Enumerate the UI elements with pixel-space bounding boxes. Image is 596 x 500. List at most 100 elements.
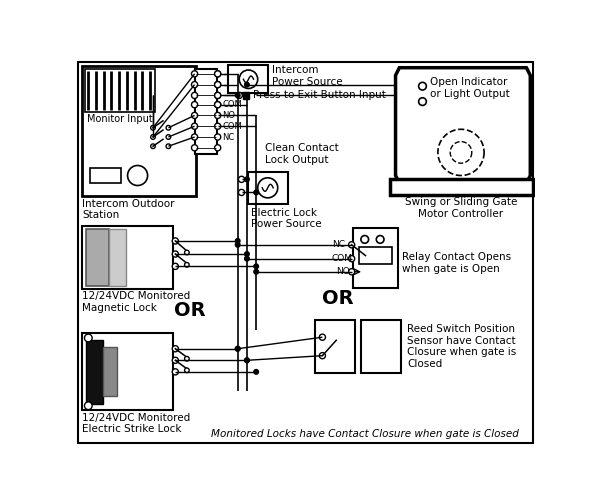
Text: Electric Lock
Power Source: Electric Lock Power Source: [251, 208, 321, 230]
Text: NO: NO: [336, 267, 350, 276]
Bar: [82, 334, 173, 410]
Text: COM: COM: [222, 122, 242, 130]
Circle shape: [215, 102, 221, 107]
Circle shape: [172, 238, 178, 244]
Text: 12/24VDC Monitored
Magnetic Lock: 12/24VDC Monitored Magnetic Lock: [82, 291, 190, 312]
Circle shape: [244, 256, 249, 261]
Circle shape: [235, 346, 240, 351]
Circle shape: [191, 102, 198, 107]
Circle shape: [191, 134, 198, 140]
Circle shape: [361, 236, 368, 244]
Circle shape: [85, 334, 92, 342]
Circle shape: [191, 71, 198, 77]
Text: Intercom
Power Source: Intercom Power Source: [272, 66, 342, 87]
Bar: [109, 228, 126, 285]
Text: NC: NC: [331, 240, 344, 250]
Circle shape: [172, 357, 178, 364]
Bar: [315, 320, 355, 372]
Circle shape: [166, 134, 170, 140]
Circle shape: [215, 102, 221, 107]
Bar: [103, 347, 117, 397]
Circle shape: [236, 92, 243, 98]
Circle shape: [185, 262, 189, 267]
Bar: [90, 168, 120, 183]
Text: Monitor Input: Monitor Input: [87, 114, 153, 124]
Text: Clean Contact
Lock Output: Clean Contact Lock Output: [265, 143, 339, 165]
Bar: [86, 228, 109, 285]
Text: Swing or Sliding Gate
Motor Controller: Swing or Sliding Gate Motor Controller: [405, 197, 517, 218]
Bar: [361, 320, 401, 372]
Circle shape: [185, 368, 189, 372]
Text: OR: OR: [322, 289, 353, 308]
Bar: [415, 74, 523, 114]
Bar: [85, 69, 154, 112]
Circle shape: [238, 176, 244, 182]
Bar: [86, 340, 103, 404]
Bar: [359, 247, 392, 264]
Text: NO: NO: [222, 111, 235, 120]
Text: Monitored Locks have Contact Closure when gate is Closed: Monitored Locks have Contact Closure whe…: [211, 429, 519, 439]
Circle shape: [151, 144, 156, 148]
Circle shape: [244, 82, 249, 87]
Bar: [82, 226, 173, 288]
Text: OR: OR: [174, 300, 206, 320]
Circle shape: [166, 144, 170, 148]
Circle shape: [235, 93, 240, 98]
Circle shape: [185, 356, 189, 361]
Circle shape: [215, 123, 221, 130]
Text: 12/24VDC Monitored
Electric Strike Lock: 12/24VDC Monitored Electric Strike Lock: [82, 412, 190, 434]
Circle shape: [215, 82, 221, 87]
Circle shape: [319, 334, 325, 340]
Circle shape: [128, 166, 148, 186]
Circle shape: [215, 144, 221, 151]
Bar: [248, 172, 288, 204]
Circle shape: [244, 358, 249, 362]
Circle shape: [254, 270, 259, 274]
Bar: [243, 92, 249, 98]
Bar: [390, 180, 533, 194]
Text: Reed Switch Position
Sensor have Contact
Closure when gate is
Closed: Reed Switch Position Sensor have Contact…: [407, 324, 516, 369]
Circle shape: [191, 82, 198, 87]
Text: NC: NC: [222, 132, 235, 141]
Circle shape: [254, 190, 259, 194]
Circle shape: [215, 92, 221, 98]
Circle shape: [235, 346, 240, 351]
Circle shape: [172, 264, 178, 270]
Circle shape: [244, 252, 249, 256]
Circle shape: [238, 190, 244, 196]
Circle shape: [254, 264, 259, 268]
Circle shape: [376, 236, 384, 244]
Circle shape: [191, 92, 198, 98]
Circle shape: [172, 346, 178, 352]
Bar: [228, 66, 268, 93]
Circle shape: [215, 134, 221, 140]
Circle shape: [319, 352, 325, 359]
Circle shape: [215, 71, 221, 77]
Circle shape: [151, 126, 156, 130]
Circle shape: [191, 112, 198, 118]
Text: Press to Exit Button Input: Press to Exit Button Input: [253, 90, 386, 101]
Circle shape: [172, 251, 178, 257]
Circle shape: [191, 144, 198, 151]
Circle shape: [254, 370, 259, 374]
Text: COM: COM: [331, 254, 353, 263]
Circle shape: [85, 402, 92, 409]
Circle shape: [215, 82, 221, 87]
Circle shape: [235, 238, 240, 244]
Text: Intercom Outdoor
Station: Intercom Outdoor Station: [82, 198, 175, 220]
Circle shape: [166, 126, 170, 130]
Circle shape: [191, 123, 198, 130]
Circle shape: [151, 134, 156, 140]
Circle shape: [349, 256, 355, 262]
Text: Relay Contact Opens
when gate is Open: Relay Contact Opens when gate is Open: [402, 252, 511, 274]
Circle shape: [215, 112, 221, 118]
Polygon shape: [396, 68, 530, 183]
Circle shape: [235, 242, 240, 247]
Circle shape: [349, 268, 355, 275]
Text: COM: COM: [222, 100, 242, 109]
Text: Open Indicator
or Light Output: Open Indicator or Light Output: [430, 77, 510, 98]
Circle shape: [418, 98, 426, 106]
Circle shape: [172, 369, 178, 375]
Bar: [353, 228, 398, 288]
Circle shape: [239, 70, 257, 88]
